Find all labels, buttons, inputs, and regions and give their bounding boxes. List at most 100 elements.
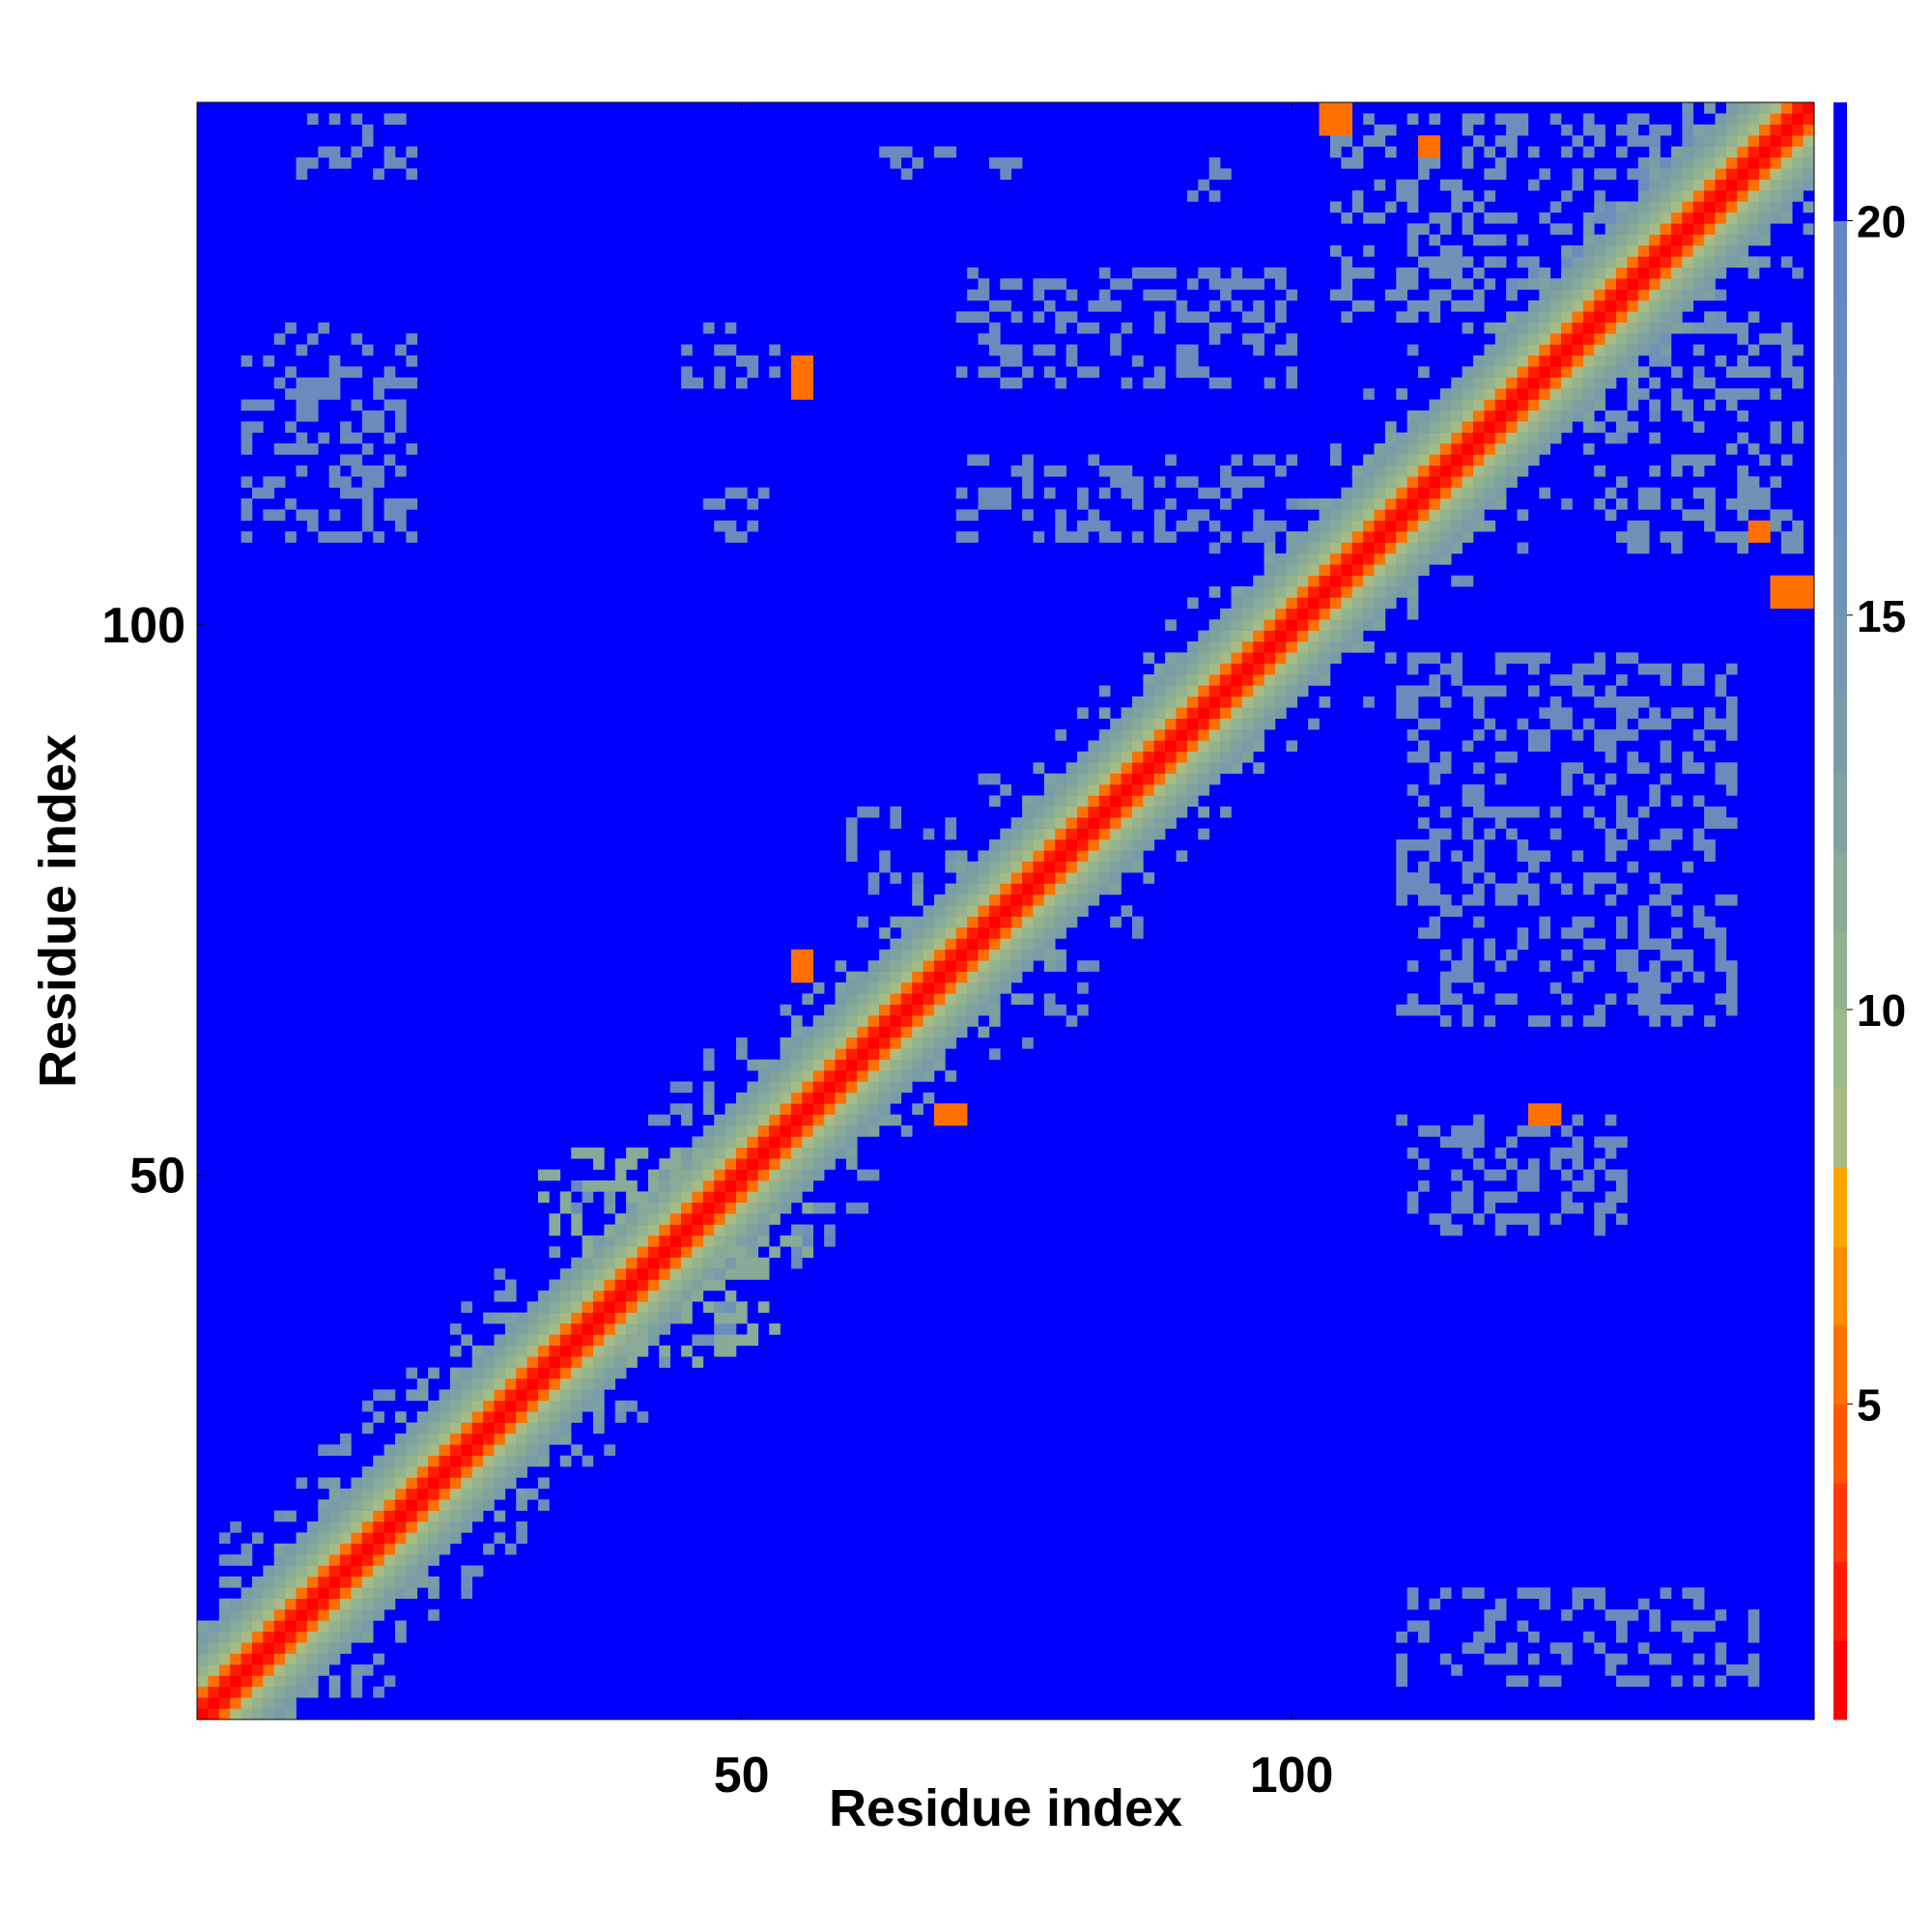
heatmap-cell xyxy=(1439,497,1452,510)
heatmap-cell xyxy=(769,1081,781,1094)
heatmap-cell xyxy=(1649,377,1661,389)
heatmap-cell xyxy=(494,1334,506,1347)
heatmap-cell xyxy=(857,1103,868,1115)
heatmap-cell xyxy=(351,1675,363,1688)
heatmap-cell xyxy=(757,1235,770,1247)
heatmap-cell xyxy=(1176,718,1188,730)
heatmap-cell xyxy=(879,850,891,863)
heatmap-cell xyxy=(1616,322,1628,334)
heatmap-cell xyxy=(867,982,880,994)
heatmap-cell xyxy=(1594,696,1605,708)
heatmap-cell xyxy=(879,960,891,972)
heatmap-cell xyxy=(1572,850,1584,863)
heatmap-cell xyxy=(1396,696,1407,708)
heatmap-cell xyxy=(1517,542,1529,554)
heatmap-cell xyxy=(285,1642,297,1654)
heatmap-cell xyxy=(669,1103,682,1115)
heatmap-cell xyxy=(669,1158,682,1170)
heatmap-cell xyxy=(1770,432,1782,444)
heatmap-cell xyxy=(351,1609,363,1621)
heatmap-cell xyxy=(647,1301,660,1313)
heatmap-cell xyxy=(328,465,341,477)
heatmap-cell xyxy=(967,509,979,522)
heatmap-cell xyxy=(1649,168,1661,181)
heatmap-cell xyxy=(802,366,814,378)
heatmap-cell xyxy=(835,1059,847,1071)
heatmap-cell xyxy=(1198,784,1209,796)
heatmap-cell xyxy=(504,1389,517,1402)
heatmap-cell xyxy=(1077,751,1089,763)
heatmap-cell xyxy=(669,1081,682,1094)
heatmap-cell xyxy=(1627,113,1639,126)
heatmap-cell xyxy=(1472,267,1485,279)
heatmap-cell xyxy=(714,366,725,378)
heatmap-cell xyxy=(1759,201,1771,213)
heatmap-cell xyxy=(1561,333,1573,345)
heatmap-cell xyxy=(504,1400,517,1412)
heatmap-cell xyxy=(273,1653,286,1665)
heatmap-cell xyxy=(1374,454,1386,467)
heatmap-cell xyxy=(1286,542,1298,554)
heatmap-cell xyxy=(1363,487,1375,499)
heatmap-cell xyxy=(812,1202,825,1214)
heatmap-cell xyxy=(1351,201,1364,213)
heatmap-cell xyxy=(1506,828,1518,840)
heatmap-cell xyxy=(1627,366,1639,378)
heatmap-cell xyxy=(1429,311,1441,324)
heatmap-cell xyxy=(1605,256,1617,269)
heatmap-cell xyxy=(394,1411,407,1423)
heatmap-cell xyxy=(1780,454,1793,467)
heatmap-cell xyxy=(1737,256,1748,269)
heatmap-cell xyxy=(1594,740,1605,753)
heatmap-cell xyxy=(1022,850,1034,863)
heatmap-cell xyxy=(1605,311,1617,324)
heatmap-cell xyxy=(1439,1224,1452,1236)
heatmap-cell xyxy=(1077,520,1089,532)
heatmap-cell xyxy=(273,1675,286,1688)
heatmap-cell xyxy=(879,927,891,939)
heatmap-cell xyxy=(1803,201,1815,213)
heatmap-cell xyxy=(1033,850,1045,863)
heatmap-cell xyxy=(1715,124,1727,136)
heatmap-cell xyxy=(1494,333,1507,345)
heatmap-cell xyxy=(802,1235,814,1247)
heatmap-cell xyxy=(824,1092,836,1104)
heatmap-cell xyxy=(1374,497,1386,510)
heatmap-cell xyxy=(692,1169,704,1181)
heatmap-cell xyxy=(516,1411,527,1423)
heatmap-cell xyxy=(1010,872,1023,884)
heatmap-cell xyxy=(516,1323,527,1335)
heatmap-cell xyxy=(197,1697,209,1709)
heatmap-cell xyxy=(1165,289,1177,301)
heatmap-cell xyxy=(747,1235,759,1247)
heatmap-cell xyxy=(1000,838,1011,851)
heatmap-cell xyxy=(1660,355,1672,367)
heatmap-cell xyxy=(945,927,957,939)
heatmap-cell xyxy=(1704,201,1716,213)
heatmap-cell xyxy=(1198,179,1209,191)
heatmap-cell xyxy=(1660,311,1672,324)
heatmap-cell xyxy=(736,1037,748,1049)
heatmap-cell xyxy=(1088,509,1100,522)
heatmap-cell xyxy=(637,1246,649,1259)
heatmap-cell xyxy=(1484,212,1496,224)
heatmap-cell xyxy=(1220,608,1232,620)
heatmap-cell xyxy=(1208,762,1221,774)
heatmap-cell xyxy=(384,1389,396,1402)
heatmap-cell xyxy=(1406,190,1419,202)
heatmap-cell xyxy=(1033,861,1045,873)
heatmap-cell xyxy=(945,971,957,983)
heatmap-cell xyxy=(1506,212,1518,224)
heatmap-cell xyxy=(1396,1675,1407,1688)
heatmap-cell xyxy=(340,476,352,488)
heatmap-cell xyxy=(1494,663,1507,675)
heatmap-cell xyxy=(1780,322,1793,334)
heatmap-cell xyxy=(714,1257,725,1269)
heatmap-cell xyxy=(1121,861,1133,873)
heatmap-cell xyxy=(1406,1191,1419,1204)
heatmap-cell xyxy=(1396,838,1407,851)
heatmap-cell xyxy=(1692,179,1705,191)
heatmap-cell xyxy=(1594,245,1605,257)
heatmap-cell xyxy=(251,1708,264,1720)
heatmap-cell xyxy=(1088,872,1100,884)
